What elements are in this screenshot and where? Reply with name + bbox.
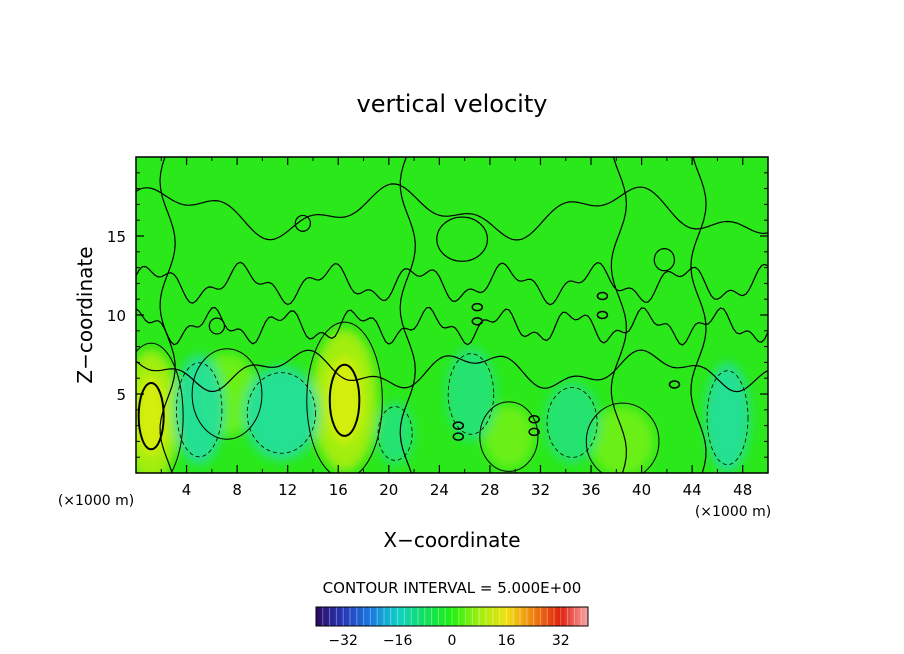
x-axis-label: X−coordinate	[383, 528, 520, 552]
x-tick-label: 4	[182, 481, 192, 499]
x-tick-label: 24	[430, 481, 449, 499]
contour-positive	[479, 401, 539, 472]
contour-column	[610, 157, 628, 473]
contour-zero	[136, 349, 768, 393]
y-axis-ticks: 5 10 15	[107, 172, 768, 458]
y-axis-label: Z−coordinate	[73, 246, 97, 383]
downdraft-cell	[376, 401, 415, 466]
x-tick-label: 40	[632, 481, 651, 499]
colorbar-tick-label: 0	[448, 633, 457, 649]
downdraft-cell	[445, 346, 497, 442]
x-tick-label: 28	[480, 481, 499, 499]
downdraft-cell	[173, 354, 225, 466]
contour-ring	[452, 432, 465, 441]
updraft-cell	[483, 405, 535, 469]
updraft-core	[136, 376, 167, 456]
contour-ring	[471, 317, 484, 326]
x-axis-ticks: 4 8 12 16 20 24 28 32 36 40 44 48	[160, 157, 752, 499]
updraft-core	[326, 357, 363, 443]
contour-negative	[447, 353, 495, 435]
contour-closed	[294, 214, 312, 232]
x-tick-label: 36	[581, 481, 600, 499]
colorbar: −32 −16 0 16 32	[315, 606, 589, 649]
colorbar-tick-label: −32	[328, 633, 358, 649]
x-unit-left: (×1000 m)	[58, 493, 134, 509]
contour-column	[690, 157, 707, 473]
contour-positive-strong	[137, 381, 165, 451]
contour-negative	[246, 372, 316, 454]
y-tick-label: 5	[116, 386, 126, 404]
contour-positive-strong	[328, 363, 361, 437]
contour-positive	[136, 342, 184, 473]
contour-column	[159, 157, 176, 473]
contour-ring	[668, 380, 681, 389]
contour-closed	[653, 248, 676, 272]
contour-negative	[176, 362, 223, 458]
contour-positive	[191, 348, 263, 440]
contour-zero	[136, 261, 768, 306]
velocity-cells	[136, 329, 751, 473]
plot-area	[136, 157, 768, 473]
contour-closed	[436, 216, 488, 262]
contour-lines	[136, 157, 768, 473]
x-tick-label: 16	[329, 481, 348, 499]
x-tick-label: 32	[531, 481, 550, 499]
y-tick-label: 10	[107, 307, 126, 325]
contour-ring	[471, 302, 484, 312]
contour-zero	[136, 306, 768, 346]
contour-ring	[528, 427, 540, 437]
contour-ring	[452, 421, 465, 430]
downdraft-cell	[243, 365, 320, 461]
x-tick-label: 12	[278, 481, 297, 499]
colorbar-ticks: −32 −16 0 16 32	[328, 633, 569, 649]
contour-zero	[136, 183, 768, 241]
x-tick-label: 8	[232, 481, 242, 499]
colorbar-frame	[315, 606, 589, 627]
contour-closed	[208, 317, 226, 335]
contour-ring	[528, 415, 540, 424]
y-tick-label: 15	[107, 228, 126, 246]
x-tick-label: 20	[379, 481, 398, 499]
contour-column	[399, 157, 416, 473]
contour-negative	[377, 406, 413, 461]
contour-negative	[706, 370, 749, 466]
updraft-cell	[591, 406, 655, 473]
colorbar-tick-label: 32	[552, 633, 570, 649]
colorbar-segments	[322, 607, 582, 626]
contour-positive	[306, 321, 383, 473]
chart-title: vertical velocity	[357, 90, 548, 118]
x-tick-label: 44	[683, 481, 702, 499]
contour-positive	[585, 402, 660, 473]
colorbar-tick-label: 16	[497, 633, 515, 649]
contour-negative	[546, 387, 598, 458]
colorbar-fill	[316, 607, 588, 626]
colorbar-tick-label: −16	[383, 633, 413, 649]
downdraft-cell	[704, 362, 751, 473]
contour-ring	[596, 310, 609, 320]
x-unit-right: (×1000 m)	[695, 504, 771, 520]
contour-ring	[596, 291, 609, 301]
contour-interval: CONTOUR INTERVAL = 5.000E+00	[323, 579, 582, 597]
x-tick-label: 48	[733, 481, 752, 499]
